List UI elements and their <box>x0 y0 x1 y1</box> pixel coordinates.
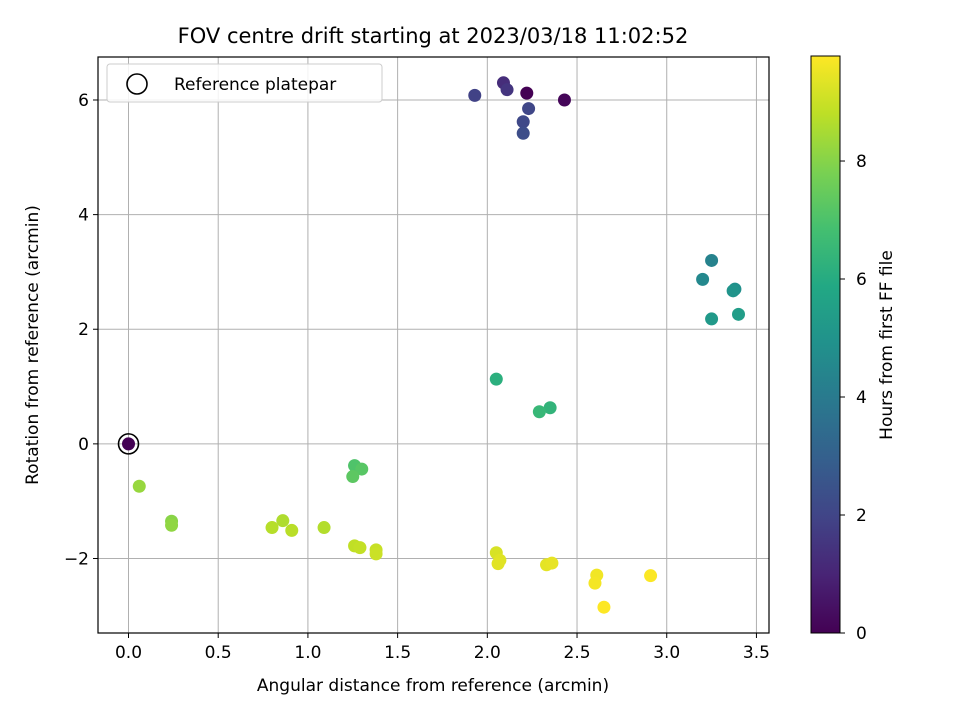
data-point <box>491 557 505 571</box>
data-point <box>165 518 179 532</box>
data-point <box>265 521 279 535</box>
data-point <box>726 284 740 298</box>
data-point <box>705 253 719 267</box>
legend-box <box>106 63 383 103</box>
data-point <box>696 272 710 286</box>
y-axis-label: Rotation from reference (arcmin) <box>23 205 43 485</box>
data-point <box>522 102 536 116</box>
chart-title: FOV centre drift starting at 2023/03/18 … <box>178 24 689 48</box>
data-point <box>369 547 383 561</box>
x-tick-label: 1.0 <box>294 643 321 663</box>
data-point <box>545 556 559 570</box>
y-tick-label: 0 <box>78 435 89 455</box>
data-point <box>557 93 571 107</box>
x-axis-label: Angular distance from reference (arcmin) <box>257 676 609 696</box>
y-tick-label: 2 <box>78 320 89 340</box>
y-tick-label: 6 <box>78 91 89 111</box>
data-point <box>355 462 369 476</box>
data-point <box>543 401 557 415</box>
y-tick-label: −2 <box>64 549 89 569</box>
colorbar-tick-label: 4 <box>856 388 867 408</box>
data-point <box>516 126 530 140</box>
data-point <box>468 88 482 102</box>
data-point <box>346 470 360 484</box>
x-tick-label: 0.5 <box>205 643 232 663</box>
data-point <box>489 372 503 386</box>
colorbar-label: Hours from first FF file <box>877 250 897 440</box>
data-point <box>520 86 534 100</box>
x-tick-label: 3.5 <box>743 643 770 663</box>
data-point <box>732 307 745 321</box>
reference-marker <box>117 433 140 455</box>
x-tick-label: 0.0 <box>115 643 142 663</box>
x-tick-label: 2.5 <box>564 643 591 663</box>
legend-marker-reference <box>126 73 148 95</box>
plot-frame <box>97 56 770 634</box>
data-point <box>353 541 367 555</box>
data-point <box>500 83 514 97</box>
data-point <box>705 312 719 326</box>
data-point <box>285 523 299 537</box>
data-point <box>644 569 658 583</box>
data-point <box>317 521 331 535</box>
data-points <box>117 76 745 614</box>
y-axis: −2 0 2 4 6 <box>64 91 98 569</box>
x-tick-label: 2.0 <box>474 643 501 663</box>
legend-entry-reference: Reference platepar <box>174 75 336 95</box>
data-point <box>532 405 546 419</box>
colorbar-tick-label: 0 <box>856 624 867 644</box>
legend: Reference platepar <box>106 63 383 103</box>
colorbar-tick-label: 2 <box>856 506 867 526</box>
colorbar-gradient <box>810 55 841 634</box>
data-point <box>588 576 602 590</box>
x-axis: 0.0 0.5 1.0 1.5 2.0 2.5 3.0 3.5 <box>115 633 770 663</box>
data-point <box>597 600 611 614</box>
x-tick-label: 3.0 <box>653 643 680 663</box>
colorbar: 0 2 4 6 8 Hours from first FF file <box>810 55 897 644</box>
data-point <box>132 479 146 493</box>
colorbar-tick-label: 8 <box>856 152 867 172</box>
colorbar-ticks: 0 2 4 6 8 <box>840 152 867 644</box>
x-tick-label: 1.5 <box>384 643 411 663</box>
colorbar-tick-label: 6 <box>856 270 867 290</box>
data-point <box>516 115 530 129</box>
y-tick-label: 4 <box>78 206 89 226</box>
grid-lines <box>98 57 769 633</box>
data-point <box>122 437 135 451</box>
data-point <box>276 514 290 528</box>
